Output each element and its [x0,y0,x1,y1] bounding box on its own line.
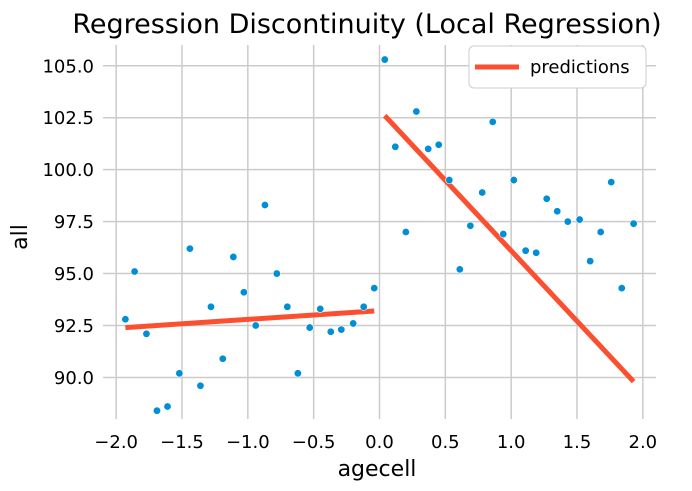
scatter-point [466,221,475,230]
scatter-point [239,288,248,297]
scatter-point [553,207,562,216]
scatter-point [283,302,292,311]
y-axis-ticks: 90.0 92.5 95.0 97.5 100.0 102.5 105.0 [42,56,94,389]
scatter-point [251,321,260,330]
scatter-point [607,178,616,187]
scatter-point [349,319,358,328]
scatter-points [121,55,638,415]
y-tick-label: 90.0 [54,368,94,389]
y-tick-label: 105.0 [42,56,94,77]
scatter-point [575,215,584,224]
x-tick-label: 1.5 [563,432,592,453]
x-tick-label: 0.0 [365,432,394,453]
scatter-point [293,369,302,378]
scatter-point [260,200,269,209]
scatter-point [434,140,443,149]
x-tick-label: 2.0 [629,432,658,453]
chart-title: Regression Discontinuity (Local Regressi… [72,9,661,40]
x-axis-label: agecell [338,457,417,482]
scatter-point [185,244,194,253]
scatter-point [142,329,151,338]
scatter-point [337,325,346,334]
prediction-line-right [382,113,636,384]
x-tick-label: 1.0 [497,432,526,453]
scatter-point [163,402,172,411]
scatter-point [130,267,139,276]
scatter-point [196,381,205,390]
scatter-point [305,323,314,332]
scatter-point [272,269,281,278]
scatter-point [521,246,530,255]
legend-box [468,45,647,89]
x-tick-label: 0.5 [431,432,460,453]
y-tick-label: 95.0 [54,264,94,285]
x-axis-ticks: −2.0 −1.5 −1.0 −0.5 0.0 0.5 1.0 1.5 2.0 [94,432,657,453]
scatter-point [121,315,130,324]
scatter-point [509,176,518,185]
scatter-point [617,284,626,293]
x-tick-label: −0.5 [292,432,336,453]
scatter-point [542,194,551,203]
scatter-point [380,55,389,64]
y-axis-label: all [8,224,33,250]
scatter-point [412,107,421,116]
scatter-point [326,327,335,336]
scatter-point [391,142,400,151]
scatter-point [401,228,410,237]
scatter-point [445,176,454,185]
legend: predictions [468,45,647,89]
y-tick-label: 97.5 [54,212,94,233]
scatter-point [152,406,161,415]
y-tick-label: 100.0 [42,160,94,181]
scatter-point [370,284,379,293]
scatter-point [532,248,541,257]
scatter-point [586,257,595,266]
scatter-point [499,230,508,239]
y-tick-label: 92.5 [54,316,94,337]
scatter-point [175,369,184,378]
scatter-point [488,117,497,126]
prediction-lines [125,113,636,384]
scatter-point [629,219,638,228]
x-tick-label: −2.0 [94,432,138,453]
scatter-point [478,188,487,197]
scatter-point [229,252,238,261]
legend-label-predictions: predictions [530,57,630,78]
x-tick-label: −1.0 [226,432,270,453]
x-tick-label: −1.5 [160,432,204,453]
y-tick-label: 102.5 [42,108,94,129]
scatter-point [316,304,325,313]
scatter-point [359,302,368,311]
scatter-point [424,144,433,153]
scatter-point [455,265,464,274]
scatter-point [596,228,605,237]
scatter-point [218,354,227,363]
scatter-point [206,302,215,311]
scatter-point [563,217,572,226]
prediction-line-left [125,308,375,331]
